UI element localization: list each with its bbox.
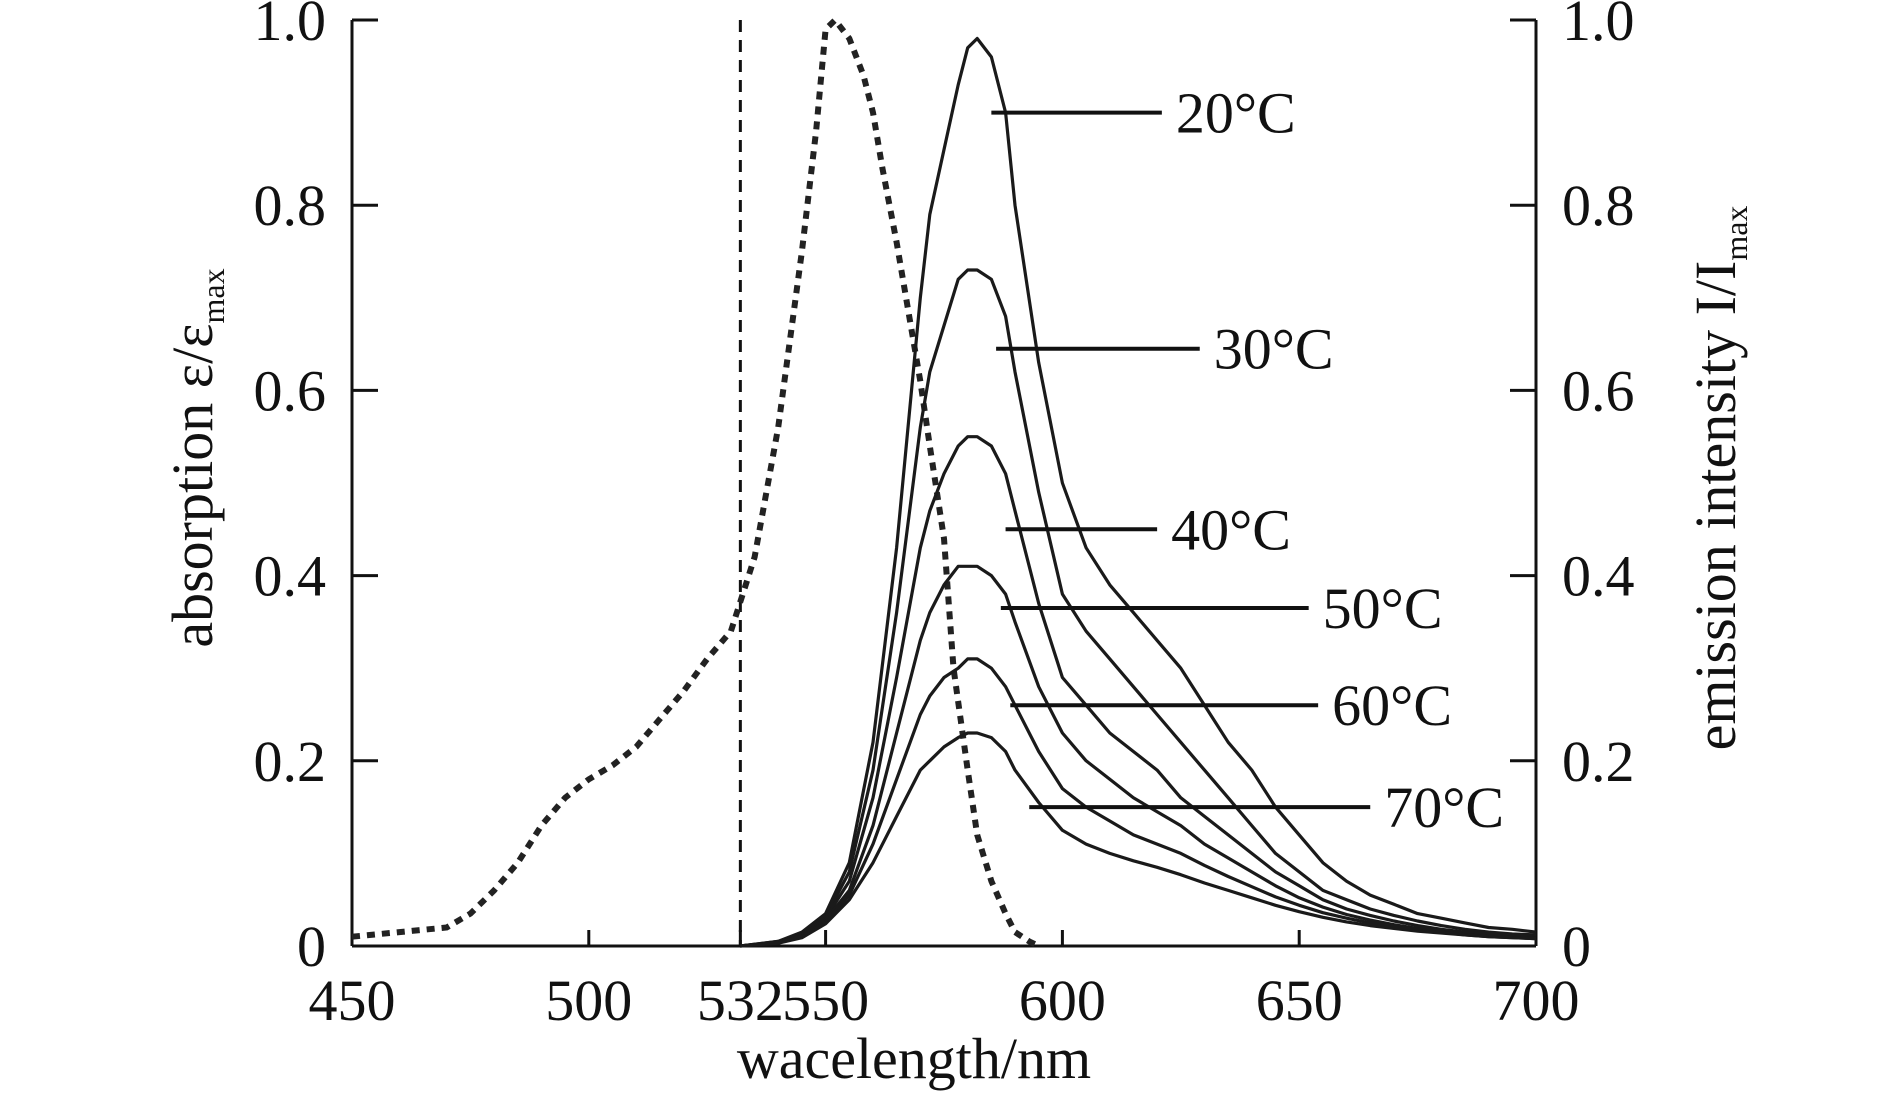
x-tick-label: 600 <box>1019 968 1106 1033</box>
y-left-tick-label: 1.0 <box>254 0 327 53</box>
plot-area <box>351 15 1537 949</box>
x-tick-label: 532 <box>697 968 784 1033</box>
y-right-tick-label: 0.8 <box>1562 173 1635 238</box>
x-tick-label: 500 <box>545 968 632 1033</box>
y-right-tick-label: 0.4 <box>1562 544 1635 609</box>
y-right-tick-label: 0 <box>1562 914 1591 979</box>
x-tick-label: 550 <box>782 968 869 1033</box>
y-right-tick-label: 0.2 <box>1562 729 1635 794</box>
y-left-tick-label: 0.2 <box>254 729 327 794</box>
curve-label: 50°C <box>1323 576 1443 641</box>
y-right-tick-label: 0.6 <box>1562 358 1635 423</box>
x-axis-label: wacelength/nm <box>737 1026 1091 1091</box>
curve-label: 60°C <box>1332 673 1452 738</box>
absorption-curve <box>351 15 1041 949</box>
x-tick-label: 450 <box>309 968 396 1033</box>
emission-curve-30c <box>740 268 1537 948</box>
y-left-tick-label: 0.6 <box>254 358 327 423</box>
curve-label: 40°C <box>1171 497 1291 562</box>
y-left-tick-label: 0.8 <box>254 173 327 238</box>
y-axis-right-label-sub: max <box>1718 206 1754 261</box>
emission-curve-60c <box>740 657 1537 948</box>
y-right-tick-label: 1.0 <box>1562 0 1635 53</box>
curve-label: 20°C <box>1176 81 1296 146</box>
curve-label: 30°C <box>1214 317 1334 382</box>
y-axis-left-label: absorption ε/εmax <box>160 268 231 647</box>
curve-label: 70°C <box>1384 775 1504 840</box>
x-tick-label: 700 <box>1493 968 1580 1033</box>
y-left-tick-label: 0 <box>297 914 326 979</box>
y-axis-right-label: emission intensity I/Imax <box>1683 206 1754 751</box>
emission-curve-20c <box>740 36 1537 948</box>
y-axis-left-label-main: absorption ε/ε <box>160 323 225 647</box>
y-axis-right-label-main: emission intensity I/I <box>1683 261 1748 751</box>
y-axis-left-label-sub: max <box>195 268 231 323</box>
axes <box>350 20 1538 948</box>
x-tick-label: 650 <box>1256 968 1343 1033</box>
y-left-tick-label: 0.4 <box>254 544 327 609</box>
emission-curve-70c <box>740 731 1537 948</box>
emission-curve-50c <box>740 564 1537 948</box>
labels: 20°C 30°C 40°C 50°C 60°C 70°C wacelength/nm abs… <box>160 81 1754 1091</box>
emission-curve-40c <box>740 435 1537 948</box>
